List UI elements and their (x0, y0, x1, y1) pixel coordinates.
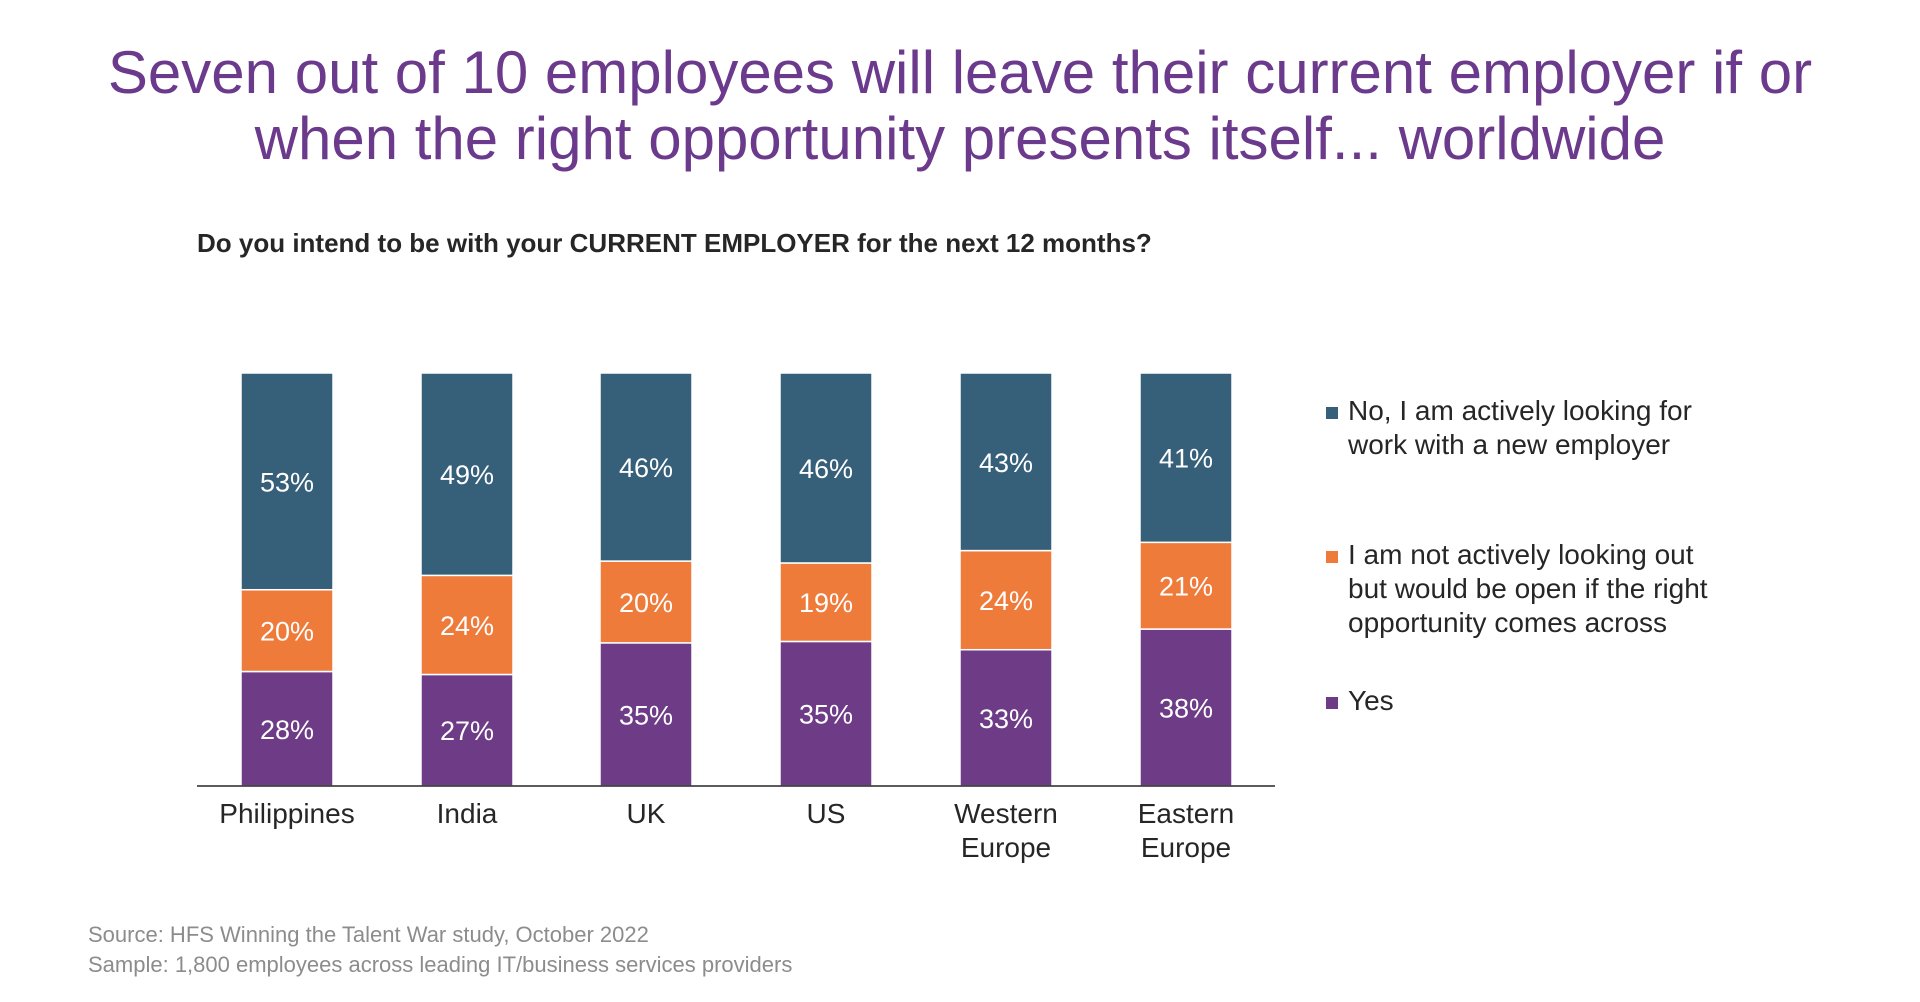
legend-label-no-line-1: No, I am actively looking for (1348, 395, 1692, 426)
x-tick-label-3: US (807, 798, 846, 829)
legend-label-yes-line-1: Yes (1348, 685, 1394, 716)
data-label-open-4: 24% (979, 586, 1033, 616)
data-label-open-2: 20% (619, 588, 673, 618)
bar-segment-open-1 (420, 574, 514, 676)
legend-swatch-open (1326, 551, 1338, 563)
x-tick-label-0: Philippines (219, 798, 354, 829)
bar-segment-no-4 (959, 372, 1053, 552)
chart-subtitle: Do you intend to be with your CURRENT EM… (197, 228, 1152, 258)
legend-label-open-line-3: opportunity comes across (1348, 607, 1668, 638)
data-label-no-4: 43% (979, 448, 1033, 478)
data-label-no-1: 49% (440, 460, 494, 490)
x-tick-label-4-line-1: Western (954, 798, 1058, 829)
x-tick-label-5-line-1: Eastern (1138, 798, 1235, 829)
data-label-no-0: 53% (260, 467, 314, 497)
bar-segment-yes-4 (959, 648, 1053, 787)
legend-item-open: I am not actively looking out but would … (1326, 538, 1766, 640)
legend-label-open-line-2: but would be open if the right (1348, 573, 1708, 604)
legend-label-yes: Yes (1326, 684, 1766, 718)
bar-segment-open-5 (1139, 541, 1233, 630)
data-label-no-2: 46% (619, 453, 673, 483)
x-tick-label-1: India (437, 798, 498, 829)
bar-segment-no-2 (599, 372, 693, 562)
bar-segment-open-2 (599, 560, 693, 644)
bar-segment-yes-3 (779, 640, 873, 787)
bar-segment-no-1 (420, 372, 514, 577)
page-title-line-1: Seven out of 10 employees will leave the… (107, 39, 1813, 106)
data-label-yes-2: 35% (619, 700, 673, 730)
data-label-no-5: 41% (1159, 444, 1213, 474)
bar-segment-no-3 (779, 372, 873, 564)
data-label-yes-1: 27% (440, 716, 494, 746)
sample-note: Sample: 1,800 employees across leading I… (88, 952, 793, 977)
legend-swatch-yes (1326, 697, 1338, 709)
bar-segment-open-4 (959, 549, 1053, 651)
bar-segment-yes-5 (1139, 628, 1233, 787)
source-note: Source: HFS Winning the Talent War study… (88, 922, 649, 947)
x-tick-label-4-line-2: Europe (961, 832, 1051, 863)
bar-segment-yes-0 (240, 670, 334, 787)
legend-swatch-no (1326, 407, 1338, 419)
legend-label-open-line-1: I am not actively looking out (1348, 539, 1694, 570)
legend-item-yes: Yes (1326, 684, 1766, 718)
data-label-open-3: 19% (799, 588, 853, 618)
bar-segment-open-0 (240, 588, 334, 673)
data-label-open-1: 24% (440, 611, 494, 641)
data-label-open-0: 20% (260, 617, 314, 647)
page-title-line-2: when the right opportunity presents itse… (254, 105, 1666, 172)
data-label-yes-0: 28% (260, 715, 314, 745)
bar-segment-no-0 (240, 372, 334, 591)
legend-label-no: No, I am actively looking for work with … (1326, 394, 1766, 462)
data-label-yes-3: 35% (799, 700, 853, 730)
page-title: Seven out of 10 employees will leave the… (0, 40, 1920, 172)
legend-label-no-line-2: work with a new employer (1348, 429, 1671, 460)
footer-notes: Source: HFS Winning the Talent War study… (88, 920, 792, 980)
data-label-open-5: 21% (1159, 572, 1213, 602)
x-tick-label-5-line-2: Europe (1141, 832, 1231, 863)
data-label-yes-4: 33% (979, 704, 1033, 734)
data-label-yes-5: 38% (1159, 694, 1213, 724)
legend-label-open: I am not actively looking out but would … (1326, 538, 1766, 640)
bar-segment-no-5 (1139, 372, 1233, 544)
data-label-no-3: 46% (799, 454, 853, 484)
legend-item-no: No, I am actively looking for work with … (1326, 394, 1766, 462)
x-tick-label-2: UK (627, 798, 666, 829)
